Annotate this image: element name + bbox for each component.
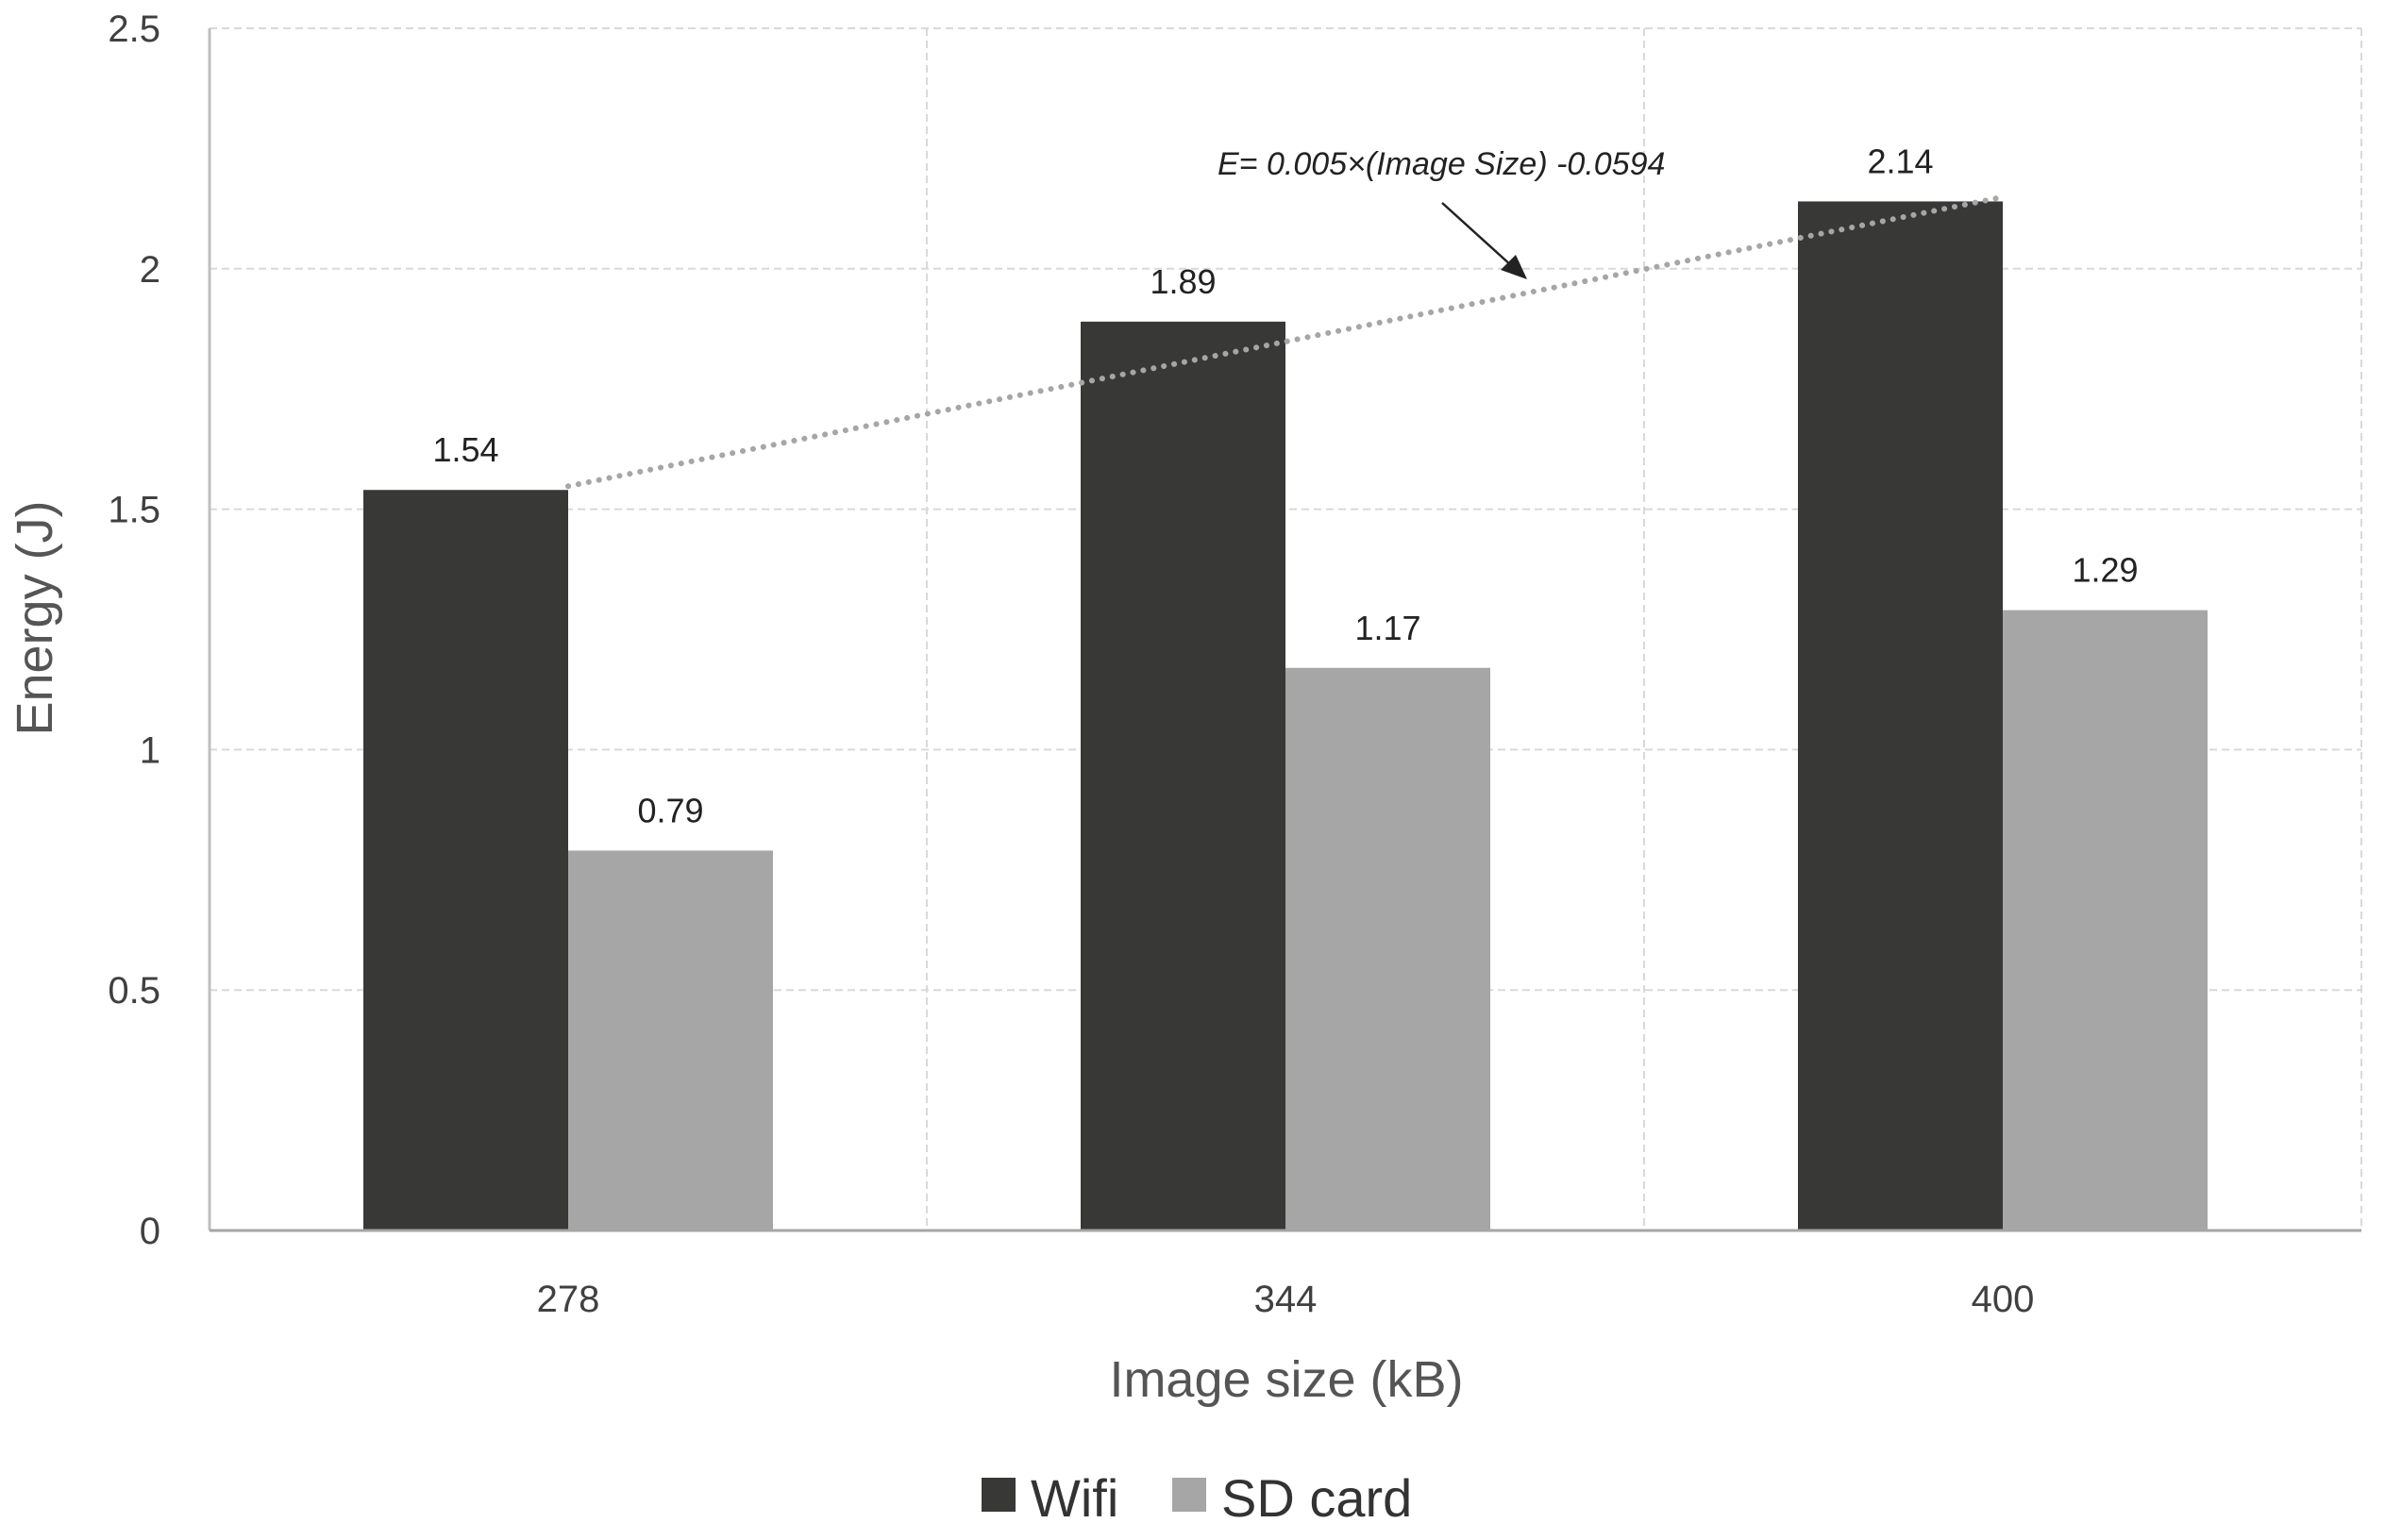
bar-sd-card-278 [568, 850, 773, 1230]
legend-label-wifi: Wifi [1031, 1468, 1118, 1528]
data-label-sd-card-400: 1.29 [2072, 551, 2138, 590]
bar-wifi-400 [1798, 201, 2003, 1230]
trendline [565, 193, 2006, 490]
y-tick-label: 2 [140, 249, 160, 291]
bars [363, 201, 2208, 1231]
trendline-group [565, 193, 2006, 490]
legend-label-sd-card: SD card [1221, 1468, 1412, 1528]
x-tick-label: 278 [537, 1279, 600, 1320]
y-tick-label: 1.5 [108, 490, 160, 531]
legend-swatch-wifi [982, 1478, 1016, 1512]
bar-sd-card-400 [2003, 610, 2208, 1230]
bar-wifi-278 [363, 490, 568, 1230]
y-tick-label: 0.5 [108, 970, 160, 1012]
data-label-wifi-344: 1.89 [1150, 262, 1216, 301]
y-tick-label: 1 [140, 729, 160, 771]
x-tick-label: 344 [1254, 1279, 1318, 1320]
y-axis-title: Energy (J) [7, 500, 63, 735]
annotation-arrow-line [1441, 202, 1513, 267]
y-tick-labels: 0 0.5 1 1.5 2 2.5 [108, 8, 160, 1252]
legend: Wifi SD card [982, 1468, 1412, 1528]
trendline-annotation: E= 0.005×(Image Size) -0.0594 [1218, 146, 1665, 279]
y-tick-label: 0 [140, 1211, 160, 1252]
bar-sd-card-344 [1285, 667, 1490, 1230]
data-label-wifi-400: 2.14 [1867, 142, 1933, 180]
annotation-arrow-head [1501, 255, 1527, 279]
y-tick-label: 2.5 [108, 8, 160, 50]
data-label-sd-card-278: 0.79 [637, 791, 703, 829]
x-axis-title: Image size (kB) [1109, 1351, 1463, 1408]
data-label-sd-card-344: 1.17 [1354, 609, 1420, 647]
data-label-wifi-278: 1.54 [432, 430, 498, 469]
x-tick-labels: 278 344 400 [537, 1279, 2035, 1320]
bar-wifi-344 [1081, 321, 1285, 1231]
data-labels: 1.54 0.79 1.89 1.17 2.14 1.29 [432, 142, 2138, 829]
x-tick-label: 400 [1972, 1279, 2035, 1320]
axes [208, 28, 2361, 1232]
trendline-equation: E= 0.005×(Image Size) -0.0594 [1218, 146, 1665, 182]
legend-swatch-sd-card [1172, 1478, 1206, 1512]
